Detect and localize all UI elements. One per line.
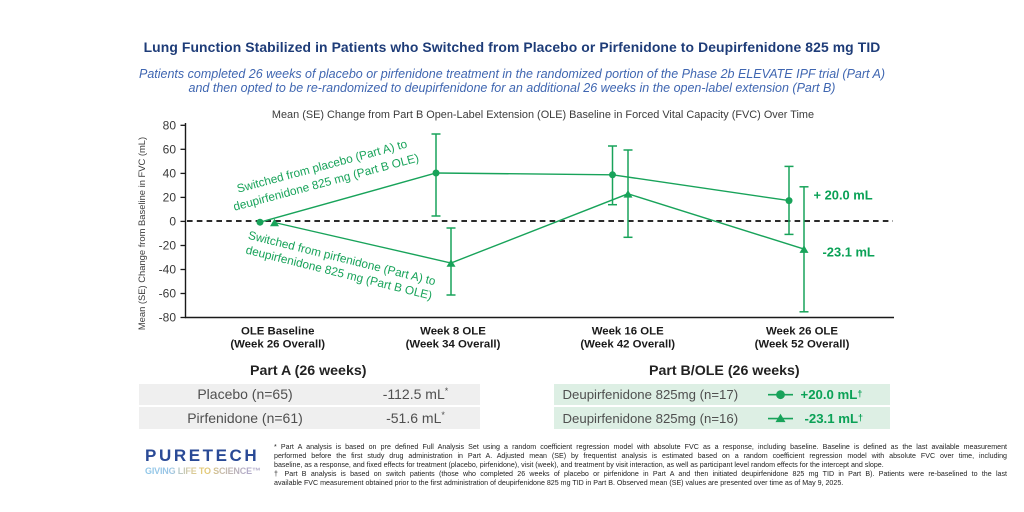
svg-text:60: 60 (163, 142, 177, 156)
svg-text:Week 8 OLE: Week 8 OLE (420, 326, 486, 338)
svg-text:(Week 34 Overall): (Week 34 Overall) (406, 339, 501, 351)
svg-text:(Week 26 Overall): (Week 26 Overall) (230, 339, 325, 351)
svg-text:20: 20 (163, 191, 177, 205)
svg-text:(Week 52 Overall): (Week 52 Overall) (755, 339, 850, 351)
svg-text:Week 16 OLE: Week 16 OLE (592, 326, 664, 338)
svg-text:-60: -60 (159, 287, 177, 301)
svg-text:0: 0 (169, 215, 176, 229)
svg-text:OLE Baseline: OLE Baseline (241, 326, 314, 338)
svg-text:-80: -80 (159, 311, 177, 325)
svg-text:40: 40 (163, 167, 177, 181)
svg-text:-20: -20 (159, 239, 177, 253)
svg-text:+ 20.0 mL: + 20.0 mL (814, 188, 873, 203)
svg-text:-40: -40 (159, 263, 177, 277)
svg-text:Week 26 OLE: Week 26 OLE (766, 326, 838, 338)
svg-text:80: 80 (163, 118, 177, 132)
svg-text:Mean (SE) Change from Baseline: Mean (SE) Change from Baseline in FVC (m… (136, 137, 147, 330)
svg-text:(Week 42 Overall): (Week 42 Overall) (580, 339, 675, 351)
svg-text:-23.1 mL: -23.1 mL (823, 245, 875, 260)
